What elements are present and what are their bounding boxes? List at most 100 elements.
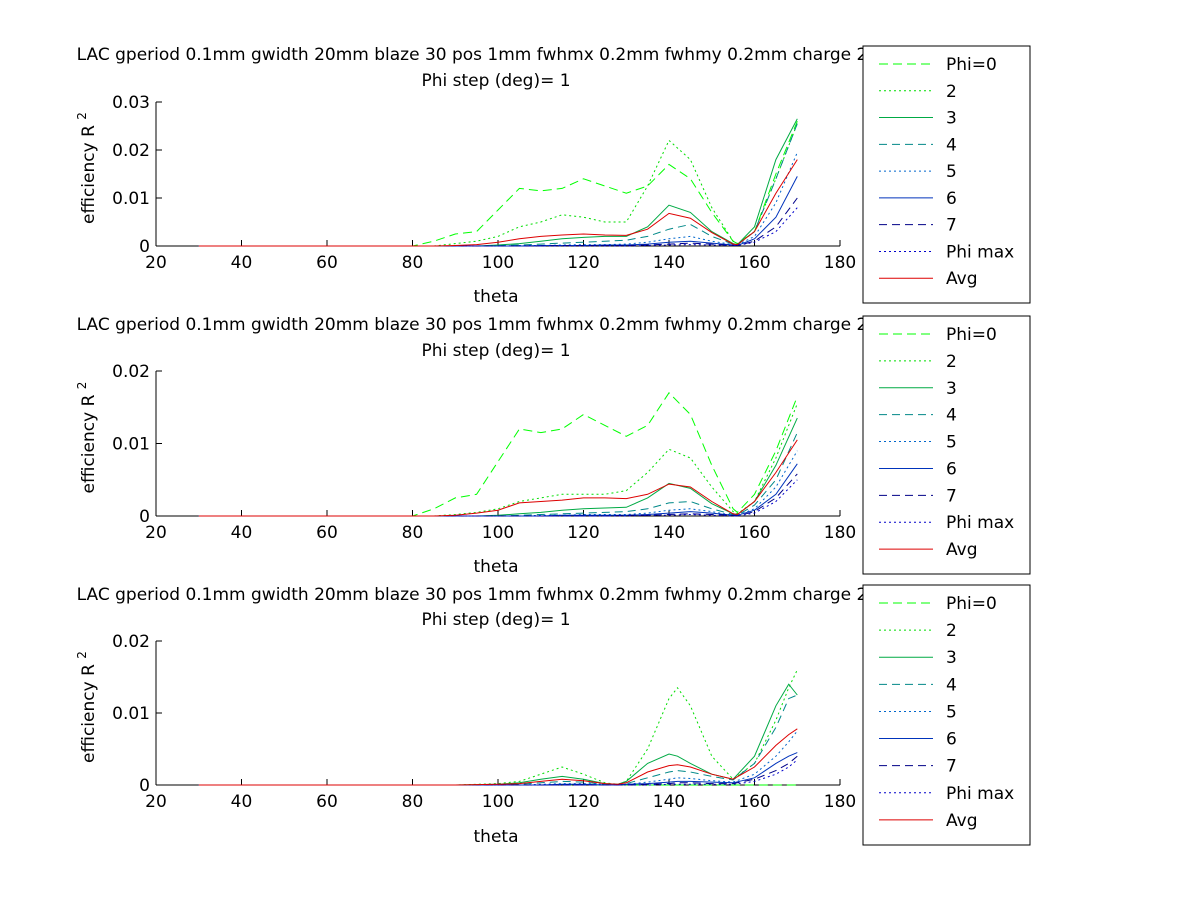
x-tick-label: 60 bbox=[316, 253, 338, 273]
x-tick-label: 100 bbox=[482, 253, 514, 273]
legend-label: Avg bbox=[946, 811, 978, 831]
y-tick-label: 0 bbox=[139, 507, 150, 527]
x-tick-label: 20 bbox=[145, 523, 167, 543]
x-tick-label: 180 bbox=[824, 523, 856, 543]
series-line-avg bbox=[198, 159, 798, 247]
y-tick-label: 0.02 bbox=[112, 362, 150, 382]
legend-label: 6 bbox=[946, 459, 957, 479]
legend-label: 2 bbox=[946, 352, 957, 372]
series-line-6 bbox=[198, 176, 798, 247]
y-tick-label: 0.01 bbox=[112, 435, 150, 455]
legend-label: 6 bbox=[946, 730, 957, 750]
x-tick-label: 180 bbox=[824, 792, 856, 812]
legend-label: 7 bbox=[946, 216, 957, 236]
series-line-6 bbox=[198, 463, 798, 517]
y-axis-label-superscript: 2 bbox=[75, 651, 89, 659]
legend-label: 6 bbox=[946, 189, 957, 209]
legend-label: 4 bbox=[946, 675, 957, 695]
legend-box bbox=[862, 315, 1031, 575]
legend-label: 5 bbox=[946, 433, 957, 453]
y-tick-label: 0.03 bbox=[112, 93, 150, 113]
x-tick-label: 140 bbox=[653, 792, 685, 812]
series-line-2 bbox=[198, 669, 798, 786]
x-tick-label: 40 bbox=[231, 523, 253, 543]
legend-label: Avg bbox=[946, 269, 978, 289]
x-tick-label: 20 bbox=[145, 253, 167, 273]
legend-label: 4 bbox=[946, 135, 957, 155]
subplot-2: 20 40 60 80 100 120 140 160 180 0 0.01 0.02 LAC gper… bbox=[75, 315, 1031, 577]
legend-label: Phi max bbox=[946, 784, 1014, 804]
x-axis-label: theta bbox=[474, 827, 519, 847]
chart-title: LAC gperiod 0.1mm gwidth 20mm blaze 30 p… bbox=[77, 315, 1024, 335]
y-tick-label: 0.01 bbox=[112, 189, 150, 209]
chart-title: LAC gperiod 0.1mm gwidth 20mm blaze 30 p… bbox=[77, 585, 1024, 605]
legend-label: Avg bbox=[946, 540, 978, 560]
legend-label: 2 bbox=[946, 621, 957, 641]
series-line-avg bbox=[198, 728, 798, 786]
legend: Phi=0 2 3 4 5 6 7 Phi max Avg bbox=[862, 315, 1031, 575]
legend-label: Phi=0 bbox=[946, 325, 997, 345]
y-axis-label: efficiency R 2 bbox=[75, 382, 99, 494]
legend-box bbox=[862, 45, 1031, 304]
legend-label: 3 bbox=[946, 109, 957, 129]
y-axis-label-superscript: 2 bbox=[75, 382, 89, 390]
series-line-4 bbox=[198, 432, 798, 517]
subplot-3: 20 40 60 80 100 120 140 160 180 0 0.01 0.02 LAC gper… bbox=[75, 584, 1031, 847]
x-tick-label: 160 bbox=[738, 792, 770, 812]
y-axis-label: efficiency R 2 bbox=[75, 112, 99, 224]
subplot-1: 20 40 60 80 100 120 140 160 180 0 0.01 0.02 0.03 LAC … bbox=[75, 45, 1031, 307]
legend: Phi=0 2 3 4 5 6 7 Phi max Avg bbox=[862, 584, 1031, 846]
x-tick-label: 100 bbox=[482, 792, 514, 812]
series-line-avg bbox=[198, 439, 798, 517]
x-tick-label: 160 bbox=[738, 523, 770, 543]
chart-title: LAC gperiod 0.1mm gwidth 20mm blaze 30 p… bbox=[77, 45, 1024, 65]
x-tick-label: 120 bbox=[567, 523, 599, 543]
legend-box bbox=[862, 584, 1031, 846]
x-axis-label: theta bbox=[474, 557, 519, 577]
x-tick-label: 100 bbox=[482, 523, 514, 543]
x-tick-label: 120 bbox=[567, 253, 599, 273]
x-tick-label: 40 bbox=[231, 792, 253, 812]
x-tick-label: 80 bbox=[402, 792, 424, 812]
x-tick-label: 20 bbox=[145, 792, 167, 812]
y-tick-label: 0.01 bbox=[112, 704, 150, 724]
x-tick-label: 40 bbox=[231, 253, 253, 273]
series-line-3 bbox=[198, 118, 798, 247]
x-tick-label: 60 bbox=[316, 523, 338, 543]
legend-label: Phi max bbox=[946, 513, 1014, 533]
y-tick-label: 0 bbox=[139, 776, 150, 796]
x-tick-label: 80 bbox=[402, 523, 424, 543]
legend-label: 5 bbox=[946, 702, 957, 722]
legend: Phi=0 2 3 4 5 6 7 Phi max Avg bbox=[862, 45, 1031, 304]
y-tick-label: 0.02 bbox=[112, 632, 150, 652]
legend-label: 5 bbox=[946, 162, 957, 182]
legend-label: 3 bbox=[946, 648, 957, 668]
legend-label: Phi=0 bbox=[946, 55, 997, 75]
series-line-5 bbox=[198, 730, 798, 786]
series-line-3 bbox=[198, 683, 798, 786]
legend-label: 7 bbox=[946, 757, 957, 777]
y-tick-label: 0.02 bbox=[112, 141, 150, 161]
series-line-phi-0 bbox=[198, 392, 798, 517]
y-axis-label-superscript: 2 bbox=[75, 112, 89, 120]
series-line-5 bbox=[198, 450, 798, 517]
x-axis-label: theta bbox=[474, 287, 519, 307]
legend-label: 2 bbox=[946, 82, 957, 102]
chart-subtitle: Phi step (deg)= 1 bbox=[421, 71, 570, 91]
legend-label: Phi=0 bbox=[946, 594, 997, 614]
x-tick-label: 140 bbox=[653, 253, 685, 273]
y-axis-label: efficiency R 2 bbox=[75, 651, 99, 763]
legend-label: 3 bbox=[946, 379, 957, 399]
chart-subtitle: Phi step (deg)= 1 bbox=[421, 610, 570, 630]
legend-label: 4 bbox=[946, 406, 957, 426]
y-tick-label: 0 bbox=[139, 237, 150, 257]
chart-subtitle: Phi step (deg)= 1 bbox=[421, 341, 570, 361]
x-tick-label: 60 bbox=[316, 792, 338, 812]
legend-label: Phi max bbox=[946, 242, 1014, 262]
legend-label: 7 bbox=[946, 486, 957, 506]
x-tick-label: 180 bbox=[824, 253, 856, 273]
x-tick-label: 120 bbox=[567, 792, 599, 812]
x-tick-label: 140 bbox=[653, 523, 685, 543]
series-line-3 bbox=[198, 417, 798, 517]
